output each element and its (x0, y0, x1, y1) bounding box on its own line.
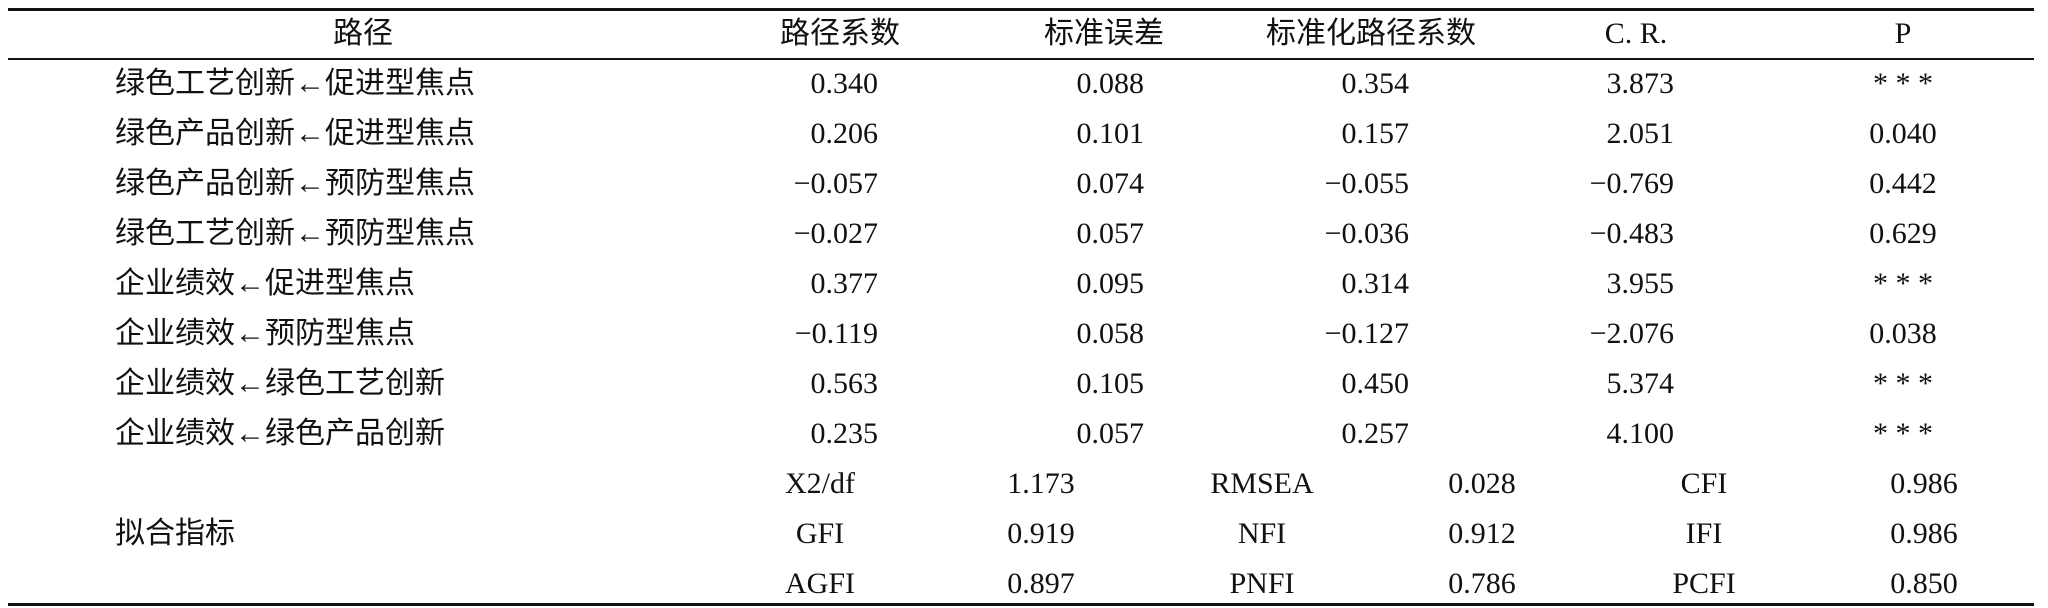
fit-index-value: 1.173 (1007, 467, 1075, 500)
value-cell: 3.873 (1606, 67, 1675, 100)
header-cell: P (1894, 17, 1912, 50)
value-cell: 0.235 (810, 417, 879, 450)
value-cell: * * * (1873, 367, 1933, 400)
value-cell: 0.095 (1076, 267, 1145, 300)
path-label: 绿色产品创新←促进型焦点 (115, 117, 475, 150)
value-cell: 0.057 (1076, 417, 1145, 450)
fit-index-value: 0.986 (1890, 467, 1958, 500)
value-cell: 0.206 (810, 117, 879, 150)
value-cell: 0.088 (1076, 67, 1145, 100)
value-cell: 0.354 (1341, 67, 1410, 100)
value-cell: −0.127 (1324, 317, 1409, 350)
path-label: 绿色产品创新←预防型焦点 (115, 167, 475, 200)
value-cell: −0.055 (1324, 167, 1409, 200)
value-cell: −0.119 (794, 317, 878, 350)
fit-index-value: 0.028 (1448, 467, 1516, 500)
value-cell: 0.101 (1076, 117, 1145, 150)
value-cell: 4.100 (1606, 417, 1675, 450)
value-cell: 0.442 (1869, 167, 1937, 200)
path-label: 绿色工艺创新←促进型焦点 (115, 67, 475, 100)
value-cell: * * * (1873, 67, 1933, 100)
value-cell: 0.257 (1341, 417, 1410, 450)
value-cell: 0.105 (1076, 367, 1145, 400)
fit-index-value: 0.919 (1007, 517, 1075, 550)
value-cell: 0.450 (1341, 367, 1410, 400)
value-cell: 0.038 (1869, 317, 1937, 350)
fit-index-name: GFI (795, 517, 845, 550)
fit-index-value: 0.850 (1890, 567, 1958, 600)
value-cell: 0.377 (810, 267, 879, 300)
value-cell: −2.076 (1589, 317, 1674, 350)
value-cell: 0.314 (1341, 267, 1410, 300)
top-rule (8, 8, 2034, 11)
path-label: 企业绩效←预防型焦点 (115, 317, 415, 350)
path-label: 企业绩效←绿色工艺创新 (115, 367, 445, 400)
fit-label: 拟合指标 (115, 517, 235, 550)
value-cell: 3.955 (1606, 267, 1675, 300)
bottom-rule (8, 603, 2034, 606)
fit-index-name: CFI (1680, 467, 1728, 500)
value-cell: −0.483 (1589, 217, 1674, 250)
fit-index-name: RMSEA (1210, 467, 1314, 500)
value-cell: 5.374 (1606, 367, 1675, 400)
header-cell: 标准化路径系数 (1266, 17, 1476, 50)
fit-index-value: 0.897 (1007, 567, 1075, 600)
path-label: 企业绩效←促进型焦点 (115, 267, 415, 300)
fit-index-name: AGFI (784, 567, 855, 600)
value-cell: 0.057 (1076, 217, 1145, 250)
fit-index-value: 0.786 (1448, 567, 1516, 600)
header-rule (8, 58, 2034, 60)
value-cell: −0.769 (1589, 167, 1674, 200)
value-cell: 0.629 (1869, 217, 1937, 250)
fit-index-name: NFI (1237, 517, 1287, 550)
value-cell: 0.563 (810, 367, 879, 400)
value-cell: −0.027 (793, 217, 878, 250)
fit-index-value: 0.912 (1448, 517, 1516, 550)
value-cell: 0.340 (810, 67, 879, 100)
header-cell: 路径系数 (780, 17, 900, 50)
header-cell: 路径 (333, 17, 393, 50)
value-cell: * * * (1873, 267, 1933, 300)
value-cell: −0.036 (1324, 217, 1409, 250)
fit-index-name: IFI (1685, 517, 1723, 550)
header-cell: 标准误差 (1044, 17, 1164, 50)
fit-index-name: Χ2/df (785, 467, 855, 500)
value-cell: 0.157 (1341, 117, 1410, 150)
value-cell: 0.074 (1076, 167, 1145, 200)
fit-index-name: PCFI (1672, 567, 1736, 600)
value-cell: 2.051 (1606, 117, 1675, 150)
fit-index-name: PNFI (1229, 567, 1295, 600)
value-cell: 0.058 (1076, 317, 1145, 350)
value-cell: −0.057 (793, 167, 878, 200)
value-cell: 0.040 (1869, 117, 1937, 150)
path-label: 绿色工艺创新←预防型焦点 (115, 217, 475, 250)
fit-index-value: 0.986 (1890, 517, 1958, 550)
path-label: 企业绩效←绿色产品创新 (115, 417, 445, 450)
header-cell: C. R. (1604, 17, 1668, 50)
value-cell: * * * (1873, 417, 1933, 450)
